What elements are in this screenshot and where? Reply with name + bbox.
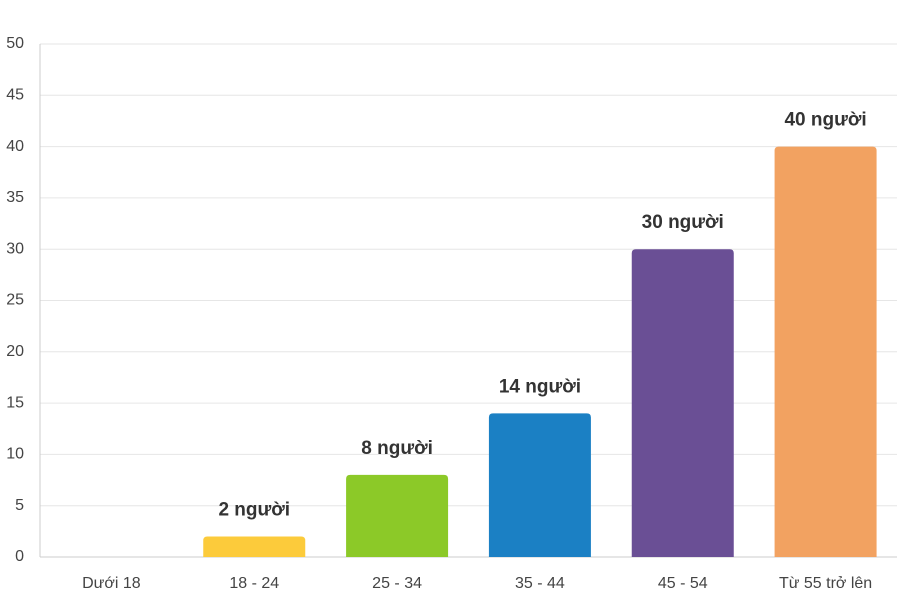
x-tick-label: 35 - 44 bbox=[515, 575, 565, 592]
x-tick-label: 25 - 34 bbox=[372, 575, 422, 592]
x-tick-label: 18 - 24 bbox=[229, 575, 279, 592]
y-tick-label: 25 bbox=[6, 292, 24, 309]
x-tick-label: 45 - 54 bbox=[658, 575, 708, 592]
bar bbox=[631, 249, 734, 557]
y-tick-label: 50 bbox=[6, 35, 24, 52]
y-tick-label: 40 bbox=[6, 138, 24, 155]
value-label: 14 người bbox=[499, 376, 581, 397]
value-label: 30 người bbox=[642, 212, 724, 233]
bar bbox=[488, 413, 591, 557]
y-tick-label: 35 bbox=[6, 189, 24, 206]
y-tick-label: 5 bbox=[15, 497, 24, 514]
y-tick-label: 20 bbox=[6, 343, 24, 360]
value-label: 8 người bbox=[361, 438, 433, 459]
y-tick-label: 30 bbox=[6, 240, 24, 257]
bar bbox=[346, 474, 449, 557]
value-label: 40 người bbox=[784, 110, 866, 131]
y-tick-label: 45 bbox=[6, 87, 24, 104]
bar bbox=[203, 536, 306, 557]
y-tick-label: 10 bbox=[6, 446, 24, 463]
y-tick-label: 0 bbox=[15, 548, 24, 565]
x-tick-label: Dưới 18 bbox=[82, 575, 141, 592]
x-tick-label: Từ 55 trở lên bbox=[779, 575, 872, 592]
y-tick-label: 15 bbox=[6, 394, 24, 411]
bar bbox=[774, 146, 877, 557]
value-label: 2 người bbox=[218, 499, 290, 520]
